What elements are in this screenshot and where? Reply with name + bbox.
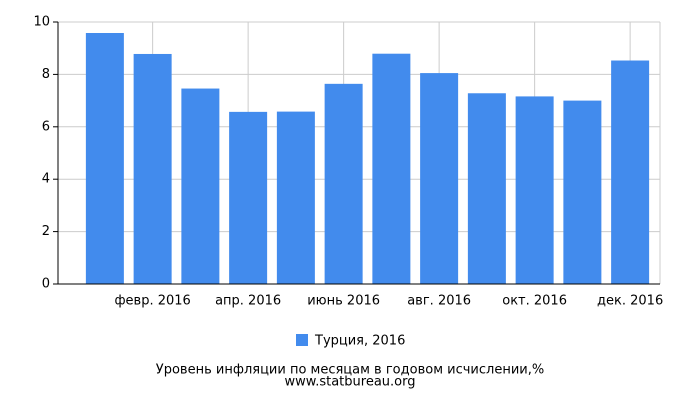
y-tick-label: 8 — [42, 67, 50, 82]
bar — [276, 111, 315, 284]
bar — [563, 100, 602, 284]
x-tick-label: авг. 2016 — [407, 294, 471, 309]
chart-title: Уровень инфляции по месяцам в годовом ис… — [156, 363, 544, 378]
x-tick-label: февр. 2016 — [114, 294, 190, 309]
x-tick-label: окт. 2016 — [502, 294, 567, 309]
bar — [85, 33, 124, 285]
bar — [372, 53, 411, 285]
bar — [181, 88, 220, 284]
chart-source: www.statbureau.org — [285, 375, 416, 390]
x-tick-label: июнь 2016 — [307, 294, 380, 309]
bar — [324, 83, 363, 284]
legend-label: Турция, 2016 — [314, 334, 405, 349]
y-tick-label: 6 — [42, 119, 50, 134]
bar — [467, 93, 506, 284]
y-tick-label: 0 — [42, 277, 50, 292]
bar — [229, 111, 268, 284]
bar — [515, 96, 554, 285]
legend-swatch — [296, 334, 308, 346]
y-tick-label: 4 — [42, 172, 50, 187]
bar — [611, 60, 650, 284]
bar — [133, 53, 172, 284]
y-tick-label: 10 — [33, 15, 50, 30]
x-tick-label: апр. 2016 — [215, 294, 281, 309]
y-tick-label: 2 — [42, 224, 50, 239]
bar — [420, 73, 459, 284]
x-tick-label: дек. 2016 — [597, 294, 663, 309]
